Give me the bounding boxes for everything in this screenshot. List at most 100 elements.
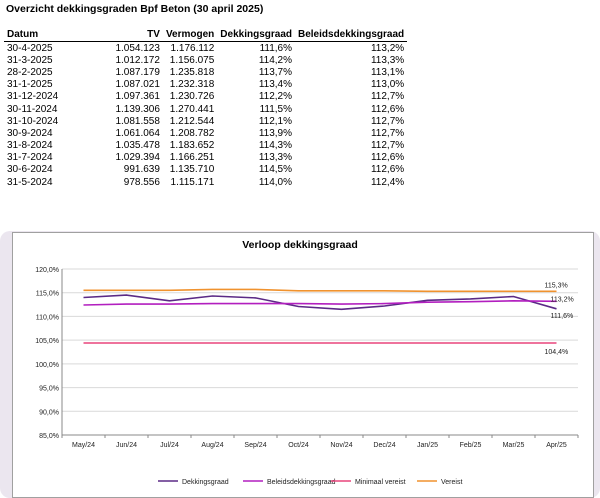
dekkingsgraad-table: Datum TV Vermogen Dekkingsgraad Beleidsd… bbox=[4, 28, 408, 189]
table-cell: 31-10-2024 bbox=[7, 115, 59, 127]
table-row: 30-9-2024 1.061.064 1.208.782 113,9% 112,7% bbox=[4, 127, 407, 139]
x-tick-label: Dec/24 bbox=[373, 442, 395, 449]
table-cell: 1.208.782 bbox=[169, 127, 215, 139]
x-tick-label: Apr/25 bbox=[546, 442, 567, 449]
table-cell: 113,2% bbox=[370, 42, 405, 54]
table-cell: 112,7% bbox=[370, 140, 405, 152]
table-cell: 1.115.171 bbox=[170, 176, 215, 188]
table-cell: 111,6% bbox=[259, 42, 292, 54]
y-tick-label: 110,0% bbox=[36, 314, 59, 321]
y-tick-label: 105,0% bbox=[35, 338, 59, 345]
table-row: 31-8-2024 1.035.478 1.183.652 114,3% 112,7% bbox=[4, 140, 407, 152]
chart-area bbox=[12, 232, 594, 498]
page-title: Overzicht dekkingsgraden Bpf Beton (30 a… bbox=[6, 3, 264, 15]
table-row: 31-1-2025 1.087.021 1.232.318 113,4% 113,0% bbox=[4, 79, 407, 91]
x-tick-label: Feb/25 bbox=[460, 442, 482, 449]
legend-label: Minimaal vereist bbox=[355, 479, 406, 486]
table-cell: 113,7% bbox=[258, 66, 292, 78]
x-tick-label: Nov/24 bbox=[330, 442, 352, 449]
table-cell: 1.166.251 bbox=[169, 152, 215, 164]
table-cell: 1.061.064 bbox=[115, 127, 160, 139]
legend-label: Vereist bbox=[441, 479, 462, 486]
table-row: 31-7-2024 1.029.394 1.166.251 113,3% 112,6% bbox=[4, 152, 407, 164]
table-cell: 112,6% bbox=[370, 103, 405, 115]
x-tick-label: Oct/24 bbox=[288, 442, 309, 449]
y-tick-label: 95,0% bbox=[39, 386, 59, 393]
x-tick-label: Sep/24 bbox=[244, 442, 266, 449]
y-tick-label: 120,0% bbox=[35, 267, 59, 274]
table-cell: 30-4-2025 bbox=[7, 42, 53, 54]
table-row: 31-3-2025 1.012.172 1.156.075 114,2% 113,3% bbox=[4, 54, 407, 66]
table-cell: 113,1% bbox=[370, 66, 405, 78]
table-cell: 112,6% bbox=[370, 152, 405, 164]
table-cell: 1.230.726 bbox=[169, 91, 215, 103]
x-tick-label: Aug/24 bbox=[201, 442, 223, 449]
table-cell: 112,4% bbox=[370, 176, 405, 188]
table-cell: 1.139.306 bbox=[115, 103, 160, 115]
table-cell: 1.156.075 bbox=[169, 54, 215, 66]
table-cell: 1.035.478 bbox=[115, 140, 160, 152]
x-tick-label: Mar/25 bbox=[503, 442, 525, 449]
table-cell: 112,1% bbox=[258, 115, 292, 127]
table-cell: 112,7% bbox=[370, 127, 405, 139]
table-cell: 1.054.123 bbox=[115, 42, 160, 54]
table-cell: 113,4% bbox=[258, 79, 292, 91]
chart-title: Verloop dekkingsgraad bbox=[242, 239, 358, 251]
table-cell: 1.183.652 bbox=[169, 140, 215, 152]
table-row: 31-12-2024 1.097.361 1.230.726 112,2% 112,7% bbox=[4, 91, 407, 103]
table-cell: 113,3% bbox=[258, 152, 292, 164]
y-tick-label: 115,0% bbox=[36, 291, 59, 298]
table-cell: 30-11-2024 bbox=[7, 103, 58, 115]
table-row: 30-11-2024 1.139.306 1.270.441 111,5% 112,6% bbox=[4, 103, 407, 115]
table-cell: 114,3% bbox=[258, 140, 292, 152]
end-value-label: 111,6% bbox=[551, 313, 574, 320]
legend-label: Dekkingsgraad bbox=[182, 479, 229, 486]
table-cell: 30-6-2024 bbox=[7, 164, 53, 176]
series-line-3 bbox=[83, 288, 557, 293]
table-cell: 114,2% bbox=[258, 54, 292, 66]
table-cell: 1.176.112 bbox=[170, 42, 215, 54]
table-cell: 114,5% bbox=[258, 164, 292, 176]
table-cell: 31-1-2025 bbox=[7, 79, 53, 91]
column-header-vermogen: Vermogen bbox=[162, 28, 218, 42]
table-cell: 112,2% bbox=[258, 91, 292, 103]
table-body: 30-4-2025 1.054.123 1.176.112 111,6% 113,2% 3… bbox=[4, 42, 407, 189]
table-cell: 1.097.361 bbox=[115, 91, 160, 103]
x-tick-label: Jun/24 bbox=[116, 442, 137, 449]
table-cell: 1.270.441 bbox=[169, 103, 215, 115]
table-cell: 30-9-2024 bbox=[7, 127, 53, 139]
y-tick-label: 100,0% bbox=[35, 362, 59, 369]
table-cell: 978.556 bbox=[123, 176, 160, 188]
table-cell: 1.232.318 bbox=[169, 79, 215, 91]
table-cell: 1.212.544 bbox=[169, 115, 215, 127]
x-tick-label: May/24 bbox=[72, 442, 95, 449]
series-line-1 bbox=[83, 299, 557, 306]
table-cell: 1.135.710 bbox=[169, 164, 215, 176]
table-cell: 113,0% bbox=[370, 79, 405, 91]
column-header-datum: Datum bbox=[4, 28, 62, 42]
column-header-beleidsdekkingsgraad: Beleidsdekkingsgraad bbox=[295, 28, 408, 42]
table-row: 30-4-2025 1.054.123 1.176.112 111,6% 113,2% bbox=[4, 42, 407, 55]
table-row: 28-2-2025 1.087.179 1.235.818 113,7% 113,1% bbox=[4, 66, 407, 78]
table-cell: 114,0% bbox=[258, 176, 292, 188]
table-cell: 31-5-2024 bbox=[7, 176, 53, 188]
table-cell: 1.087.179 bbox=[115, 66, 160, 78]
table-cell: 113,9% bbox=[258, 127, 292, 139]
table-cell: 1.029.394 bbox=[115, 152, 160, 164]
column-header-dekkingsgraad: Dekkingsgraad bbox=[217, 28, 295, 42]
table-cell: 112,7% bbox=[370, 115, 405, 127]
table-cell: 991.639 bbox=[123, 164, 160, 176]
table-cell: 112,6% bbox=[370, 164, 405, 176]
table-cell: 113,3% bbox=[370, 54, 405, 66]
table-cell: 31-7-2024 bbox=[7, 152, 53, 164]
table-cell: 31-12-2024 bbox=[7, 91, 59, 103]
table-row: 31-5-2024 978.556 1.115.171 114,0% 112,4% bbox=[4, 176, 407, 188]
end-value-label: 115,3% bbox=[545, 282, 568, 289]
legend-label: Beleidsdekkingsgraad bbox=[267, 479, 336, 486]
table-cell: 28-2-2025 bbox=[7, 66, 53, 78]
table-header-row: Datum TV Vermogen Dekkingsgraad Beleidsd… bbox=[4, 28, 408, 42]
table-cell: 1.087.021 bbox=[115, 79, 160, 91]
table-cell: 1.235.818 bbox=[169, 66, 215, 78]
table-cell: 31-8-2024 bbox=[7, 140, 53, 152]
